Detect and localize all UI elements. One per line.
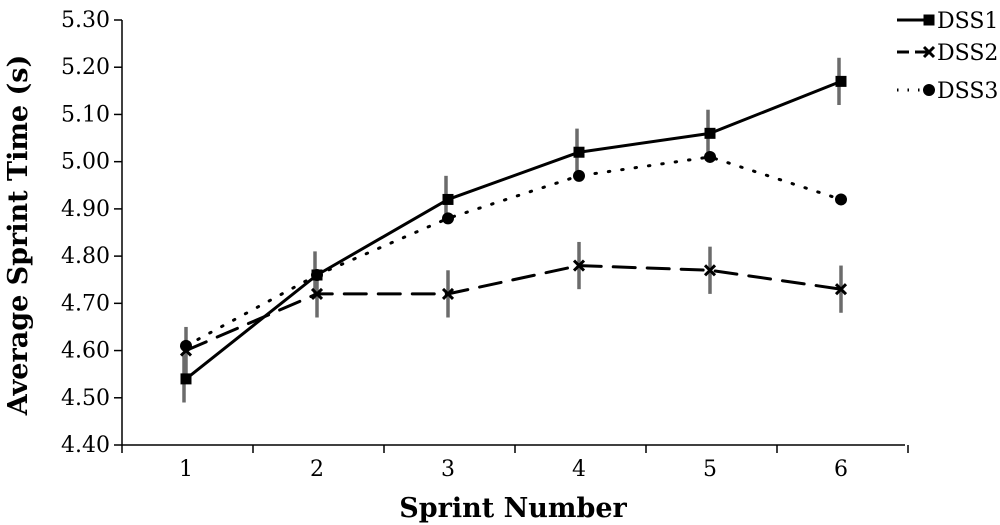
axes bbox=[121, 20, 905, 446]
x-tick-label: 6 bbox=[834, 457, 848, 482]
data-point-dss3 bbox=[442, 212, 454, 225]
error-bars bbox=[182, 57, 843, 403]
y-tick-label: 4.80 bbox=[61, 244, 110, 269]
x-ticks: 1 2 3 4 5 6 bbox=[121, 445, 909, 482]
data-point-dss1 bbox=[835, 75, 847, 87]
series-line-dss1 bbox=[184, 79, 843, 381]
legend-label: DSS3 bbox=[937, 79, 998, 104]
x-tick-label: 5 bbox=[703, 457, 717, 482]
y-tick-label: 4.40 bbox=[61, 433, 110, 458]
data-point-dss3 bbox=[573, 169, 585, 182]
series-lines bbox=[184, 79, 843, 381]
data-point-dss2 bbox=[834, 283, 848, 296]
data-point-dss3 bbox=[704, 150, 716, 163]
y-tick-label: 5.30 bbox=[61, 8, 110, 33]
x-tick-label: 3 bbox=[441, 457, 455, 482]
y-tick-label: 5.00 bbox=[61, 150, 110, 175]
x-marker-stroke bbox=[441, 287, 455, 300]
series-line-dss3 bbox=[184, 155, 843, 348]
legend-item-dss3: DSS3 bbox=[897, 79, 998, 104]
data-point-dss2 bbox=[572, 259, 586, 272]
legend-marker bbox=[922, 45, 936, 59]
legend-marker bbox=[923, 14, 935, 26]
legend-marker bbox=[923, 84, 935, 96]
y-tick-label: 5.10 bbox=[61, 102, 110, 127]
legend-label: DSS1 bbox=[937, 9, 998, 34]
x-marker-stroke bbox=[922, 45, 936, 59]
y-tick-label: 4.60 bbox=[61, 339, 110, 364]
data-point-dss1 bbox=[180, 373, 192, 385]
data-point-dss2 bbox=[310, 287, 324, 300]
x-tick-label: 1 bbox=[179, 457, 193, 482]
x-tick-label: 2 bbox=[310, 457, 324, 482]
legend-item-dss1: DSS1 bbox=[897, 9, 998, 34]
data-point-dss3 bbox=[835, 193, 847, 206]
data-point-dss1 bbox=[442, 193, 454, 205]
y-tick-label: 5.20 bbox=[61, 55, 110, 80]
data-point-dss1 bbox=[573, 146, 585, 158]
data-point-dss2 bbox=[441, 287, 455, 300]
series-markers bbox=[179, 75, 848, 385]
x-marker-stroke bbox=[310, 287, 324, 300]
y-tick-label: 4.90 bbox=[61, 197, 110, 222]
y-tick-label: 4.50 bbox=[61, 386, 110, 411]
x-marker-stroke bbox=[834, 283, 848, 296]
data-point-dss1 bbox=[704, 127, 716, 139]
x-marker-stroke bbox=[703, 264, 717, 277]
data-point-dss3 bbox=[180, 339, 192, 352]
y-ticks: 4.40 4.50 4.60 4.70 4.80 4.90 5.00 5.10 5.20 5.30 bbox=[61, 8, 122, 458]
legend: DSS1 DSS2 DSS3 bbox=[897, 9, 998, 104]
x-marker-stroke bbox=[572, 259, 586, 272]
x-axis-title: Sprint Number bbox=[399, 493, 627, 524]
data-point-dss2 bbox=[703, 264, 717, 277]
y-axis-title: Average Sprint Time (s) bbox=[3, 55, 34, 417]
series-line-dss2 bbox=[184, 264, 843, 353]
data-point-dss3 bbox=[311, 269, 323, 281]
legend-item-dss2: DSS2 bbox=[897, 41, 998, 66]
y-tick-label: 4.70 bbox=[61, 291, 110, 316]
x-tick-label: 4 bbox=[572, 457, 586, 482]
legend-label: DSS2 bbox=[937, 41, 998, 66]
